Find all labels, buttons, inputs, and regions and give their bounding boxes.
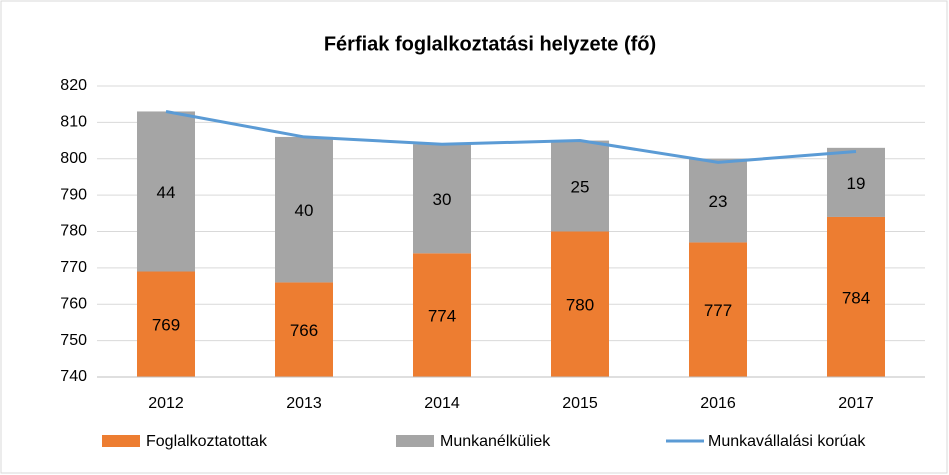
bar <box>413 253 471 377</box>
value-label: 777 <box>704 301 732 320</box>
value-label: 766 <box>290 321 318 340</box>
y-tick-label: 770 <box>60 259 87 276</box>
y-tick-label: 780 <box>60 223 87 240</box>
bar <box>137 271 195 377</box>
bar <box>551 231 609 377</box>
y-tick-label: 790 <box>60 186 87 203</box>
x-tick-label: 2013 <box>286 395 322 412</box>
x-tick-label: 2012 <box>148 395 184 412</box>
value-label: 769 <box>152 316 180 335</box>
y-tick-label: 810 <box>60 114 87 131</box>
chart-title: Férfiak foglalkoztatási helyzete (fő) <box>324 33 656 55</box>
bar <box>827 147 885 217</box>
legend-swatch <box>102 435 140 447</box>
bar <box>689 158 747 243</box>
value-label: 774 <box>428 307 456 326</box>
value-label: 40 <box>295 201 314 220</box>
x-tick-label: 2017 <box>838 395 874 412</box>
x-tick-label: 2015 <box>562 395 598 412</box>
value-label: 30 <box>433 190 452 209</box>
value-label: 784 <box>842 288 870 307</box>
x-tick-label: 2016 <box>700 395 736 412</box>
legend-label: Munkavállalási korúak <box>708 433 866 450</box>
value-label: 25 <box>571 178 590 197</box>
line <box>165 109 857 164</box>
bar <box>413 144 471 254</box>
legend-swatch <box>396 435 434 447</box>
value-label: 780 <box>566 296 594 315</box>
bar <box>827 216 885 377</box>
y-tick-label: 750 <box>60 332 87 349</box>
bar <box>275 282 333 377</box>
bar <box>689 242 747 377</box>
bar <box>551 140 609 232</box>
y-tick-label: 800 <box>60 150 87 167</box>
legend-label: Foglalkoztatottak <box>146 433 268 450</box>
value-label: 19 <box>847 174 866 193</box>
legend-label: Munkanélküliek <box>440 433 551 450</box>
x-tick-label: 2014 <box>424 395 460 412</box>
y-tick-label: 760 <box>60 295 87 312</box>
bar <box>137 111 195 272</box>
value-label: 44 <box>157 183 176 202</box>
bar <box>275 136 333 283</box>
value-label: 23 <box>709 192 728 211</box>
y-tick-label: 740 <box>60 368 87 385</box>
y-tick-label: 820 <box>60 77 87 94</box>
